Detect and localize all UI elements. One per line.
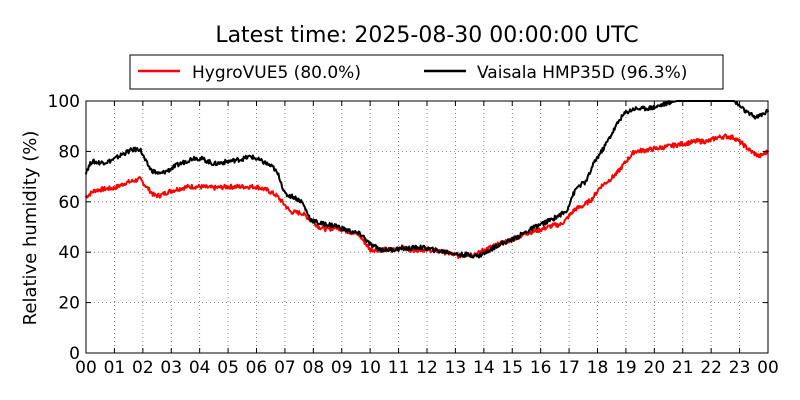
ticks: [85, 100, 769, 354]
x-tick-label-15: 15: [501, 358, 523, 378]
y-axis-label: Relative humidity (%): [20, 131, 41, 326]
series-line-vaisala-hmp35d: [85, 100, 769, 259]
legend: HygroVUE5 (80.0%) Vaisala HMP35D (96.3%): [129, 54, 724, 90]
x-tick-label-8: 08: [303, 358, 325, 378]
x-tick-label-13: 13: [445, 358, 467, 378]
legend-label-hygrovue5: HygroVUE5 (80.0%): [192, 63, 361, 83]
grid: [86, 101, 768, 353]
x-tick-label-22: 22: [700, 358, 722, 378]
y-tick-label-5: 100: [48, 92, 80, 112]
x-tick-label-18: 18: [587, 358, 609, 378]
x-tick-label-20: 20: [644, 358, 666, 378]
x-tick-label-3: 03: [160, 358, 182, 378]
x-tick-label-1: 01: [104, 358, 126, 378]
plot-area: [85, 100, 769, 354]
x-tick-label-12: 12: [416, 358, 438, 378]
y-tick-labels: 0 20 40 60 80 100: [48, 92, 80, 364]
x-tick-label-24: 00: [757, 358, 779, 378]
x-tick-label-6: 06: [246, 358, 268, 378]
y-tick-label-4: 80: [58, 142, 80, 162]
x-tick-label-9: 09: [331, 358, 353, 378]
legend-label-vaisala: Vaisala HMP35D (96.3%): [477, 63, 687, 83]
x-tick-label-16: 16: [530, 358, 552, 378]
x-tick-label-5: 05: [217, 358, 239, 378]
x-tick-label-23: 23: [729, 358, 751, 378]
x-tick-label-4: 04: [189, 358, 211, 378]
x-tick-label-2: 02: [132, 358, 154, 378]
x-tick-label-14: 14: [473, 358, 495, 378]
x-tick-label-21: 21: [672, 358, 694, 378]
x-tick-labels: 00 01 02 03 04 05 06 07 08 09 10 11 12 13 14 15 16 17 18 19…: [75, 358, 779, 378]
x-tick-label-11: 11: [388, 358, 410, 378]
y-tick-label-1: 20: [58, 294, 80, 314]
x-tick-label-17: 17: [558, 358, 580, 378]
x-tick-label-19: 19: [615, 358, 637, 378]
y-tick-label-3: 60: [58, 193, 80, 213]
series-group: [85, 100, 769, 260]
chart-title: Latest time: 2025-08-30 00:00:00 UTC: [215, 23, 638, 48]
y-tick-label-2: 40: [58, 243, 80, 263]
x-tick-label-7: 07: [274, 358, 296, 378]
y-tick-label-0: 0: [69, 344, 80, 364]
x-tick-label-0: 00: [75, 358, 97, 378]
x-tick-label-10: 10: [359, 358, 381, 378]
